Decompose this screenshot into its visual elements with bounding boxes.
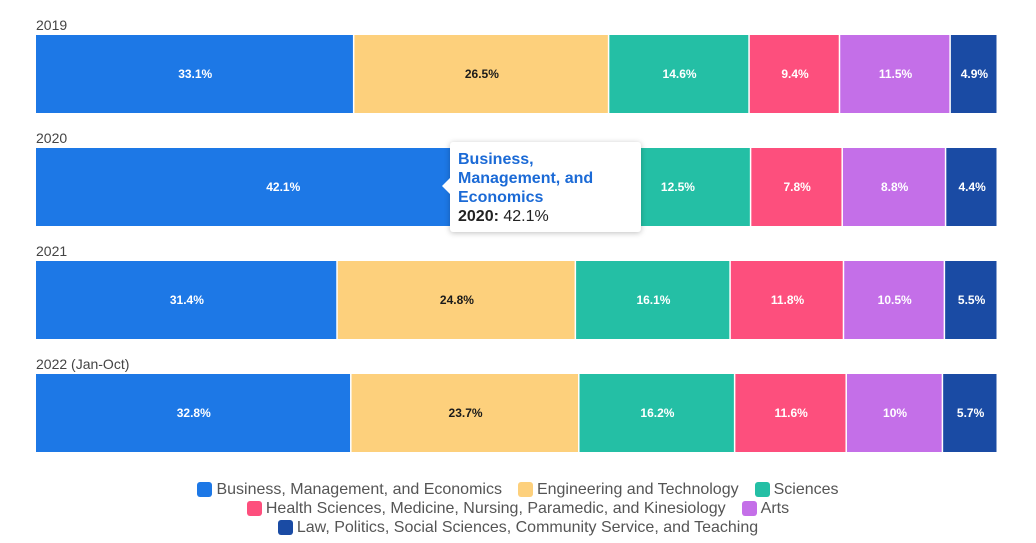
data-label: 26.5% — [465, 67, 499, 81]
legend-row-3: Law, Politics, Social Sciences, Communit… — [0, 518, 1036, 537]
bar-segment[interactable] — [844, 261, 944, 339]
data-label: 10% — [883, 406, 907, 420]
legend-item-law[interactable]: Law, Politics, Social Sciences, Communit… — [277, 518, 759, 537]
data-label: 4.9% — [961, 67, 989, 81]
category-label: 2019 — [36, 17, 67, 33]
bar-segment[interactable] — [576, 261, 730, 339]
data-label: 42.1% — [266, 180, 300, 194]
bar-segment[interactable] — [950, 35, 997, 113]
legend-swatch — [246, 501, 262, 516]
data-label: 12.5% — [661, 180, 695, 194]
tooltip-title: Business, Management, and Economics — [458, 151, 594, 206]
data-label: 16.2% — [640, 406, 674, 420]
bar-segment[interactable] — [846, 374, 942, 452]
bar-segment[interactable] — [337, 261, 575, 339]
bar-segment[interactable] — [749, 35, 839, 113]
legend-swatch — [754, 482, 770, 497]
bar-segment[interactable] — [36, 261, 337, 339]
tooltip: Business, Management, and Economics 2020… — [442, 142, 641, 232]
category-label: 2020 — [36, 130, 67, 146]
data-label: 10.5% — [878, 293, 912, 307]
legend-row-1: Business, Management, and Economics Engi… — [0, 480, 1036, 499]
bar-segment[interactable] — [842, 148, 945, 226]
legend-item-business[interactable]: Business, Management, and Economics — [197, 480, 502, 499]
data-label: 9.4% — [781, 67, 809, 81]
legend-label: Law, Politics, Social Sciences, Communit… — [296, 519, 759, 536]
data-label: 11.8% — [771, 293, 805, 307]
legend-swatch — [197, 482, 213, 497]
legend-label: Arts — [760, 500, 790, 517]
bar-segment[interactable] — [946, 148, 997, 226]
tooltip-year: 2020: — [458, 208, 499, 225]
legend-label: Business, Management, and Economics — [216, 481, 502, 498]
data-label: 24.8% — [440, 293, 474, 307]
data-label: 8.8% — [881, 180, 909, 194]
data-label: 5.7% — [957, 406, 985, 420]
data-label: 32.8% — [177, 406, 211, 420]
legend-item-arts[interactable]: Arts — [741, 499, 790, 518]
data-label: 33.1% — [178, 67, 212, 81]
data-label: 23.7% — [449, 406, 483, 420]
legend-item-engineering[interactable]: Engineering and Technology — [517, 480, 739, 499]
legend-swatch — [517, 482, 533, 497]
bar-segment[interactable] — [36, 374, 351, 452]
bar-segment[interactable] — [36, 35, 353, 113]
tooltip-value-line: 2020: 42.1% — [458, 207, 633, 227]
bar-segment[interactable] — [351, 374, 579, 452]
bar-segment[interactable] — [945, 261, 997, 339]
tooltip-value: 42.1% — [503, 208, 549, 225]
data-label: 5.5% — [958, 293, 986, 307]
bar-segment[interactable] — [943, 374, 997, 452]
data-label: 14.6% — [663, 67, 697, 81]
data-label: 7.8% — [783, 180, 811, 194]
data-label: 4.4% — [958, 180, 986, 194]
legend-label: Health Sciences, Medicine, Nursing, Para… — [265, 500, 726, 517]
legend-item-health[interactable]: Health Sciences, Medicine, Nursing, Para… — [246, 499, 726, 518]
category-label: 2021 — [36, 243, 67, 259]
data-label: 31.4% — [170, 293, 204, 307]
bar-segment[interactable] — [735, 374, 846, 452]
data-label: 16.1% — [636, 293, 670, 307]
bar-segment[interactable] — [840, 35, 950, 113]
data-label: 11.6% — [774, 406, 808, 420]
legend-swatch — [277, 520, 293, 535]
legend-label: Sciences — [773, 481, 839, 498]
legend-item-sciences[interactable]: Sciences — [754, 480, 839, 499]
data-label: 11.5% — [879, 67, 913, 81]
bar-segment[interactable] — [730, 261, 843, 339]
bar-segment[interactable] — [609, 35, 749, 113]
category-label: 2022 (Jan-Oct) — [36, 356, 129, 372]
legend: Business, Management, and Economics Engi… — [0, 480, 1036, 537]
legend-swatch — [741, 501, 757, 516]
bar-segment[interactable] — [751, 148, 842, 226]
legend-row-2: Health Sciences, Medicine, Nursing, Para… — [0, 499, 1036, 518]
bar-segment[interactable] — [354, 35, 608, 113]
bar-segment[interactable] — [579, 374, 734, 452]
legend-label: Engineering and Technology — [536, 481, 739, 498]
